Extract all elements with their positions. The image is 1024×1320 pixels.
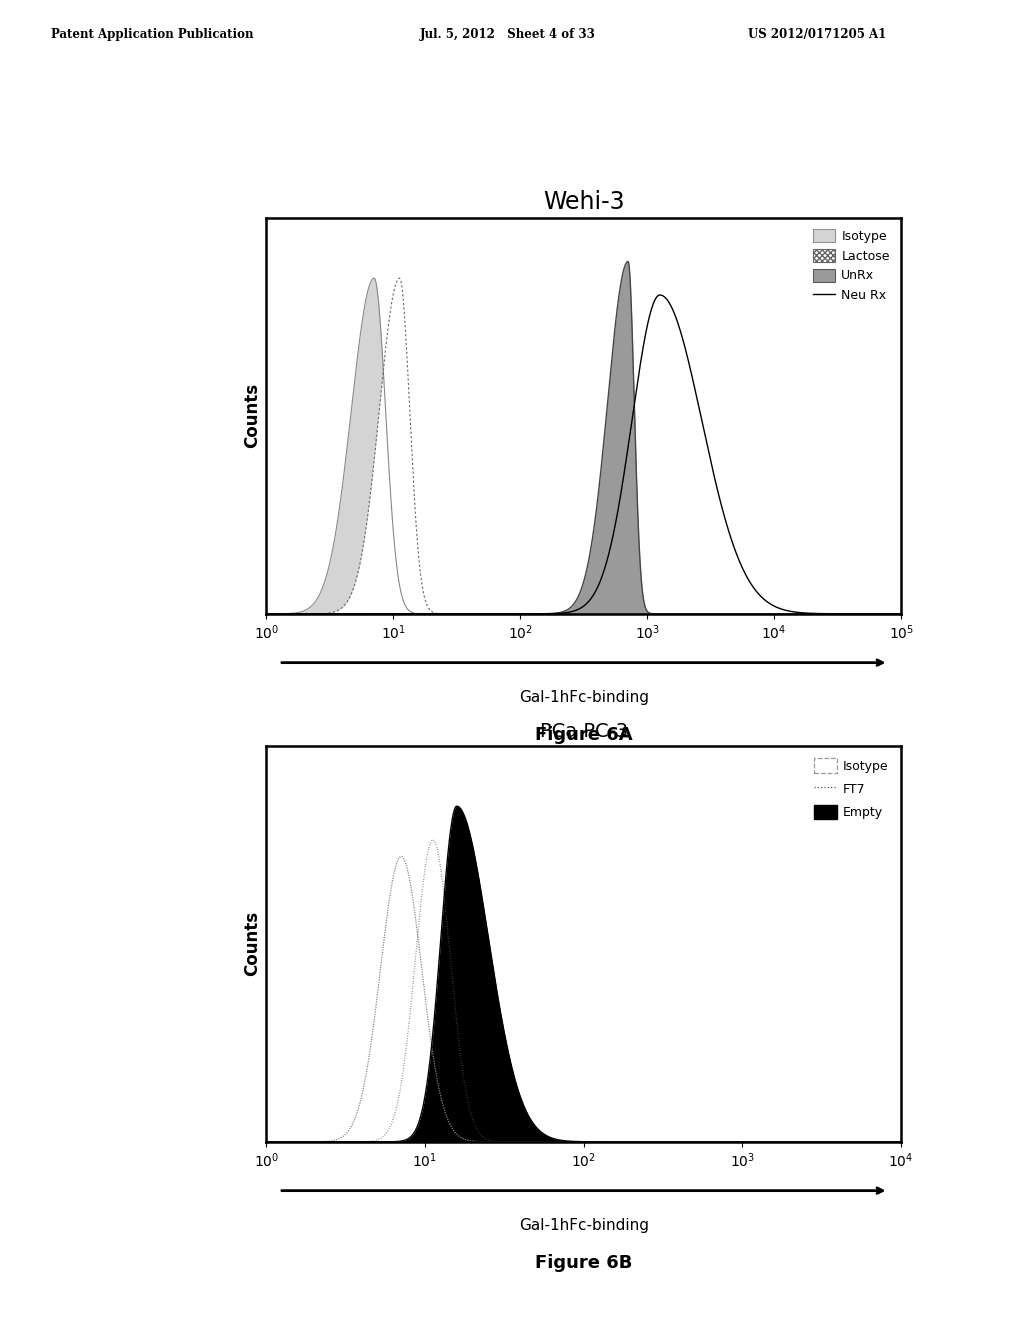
Title: PCa PC-3: PCa PC-3 [540,722,628,742]
Y-axis label: Counts: Counts [243,383,261,449]
Text: Gal-1hFc-binding: Gal-1hFc-binding [519,690,648,705]
Text: Figure 6A: Figure 6A [535,726,633,744]
Text: Patent Application Publication: Patent Application Publication [51,28,254,41]
Text: US 2012/0171205 A1: US 2012/0171205 A1 [748,28,886,41]
Legend: Isotype, FT7, Empty: Isotype, FT7, Empty [808,752,895,825]
Text: Gal-1hFc-binding: Gal-1hFc-binding [519,1218,648,1233]
Legend: Isotype, Lactose, UnRx, Neu Rx: Isotype, Lactose, UnRx, Neu Rx [808,224,895,308]
Y-axis label: Counts: Counts [243,911,261,977]
Title: Wehi-3: Wehi-3 [543,190,625,214]
Text: Figure 6B: Figure 6B [535,1254,633,1272]
Text: Jul. 5, 2012   Sheet 4 of 33: Jul. 5, 2012 Sheet 4 of 33 [420,28,596,41]
